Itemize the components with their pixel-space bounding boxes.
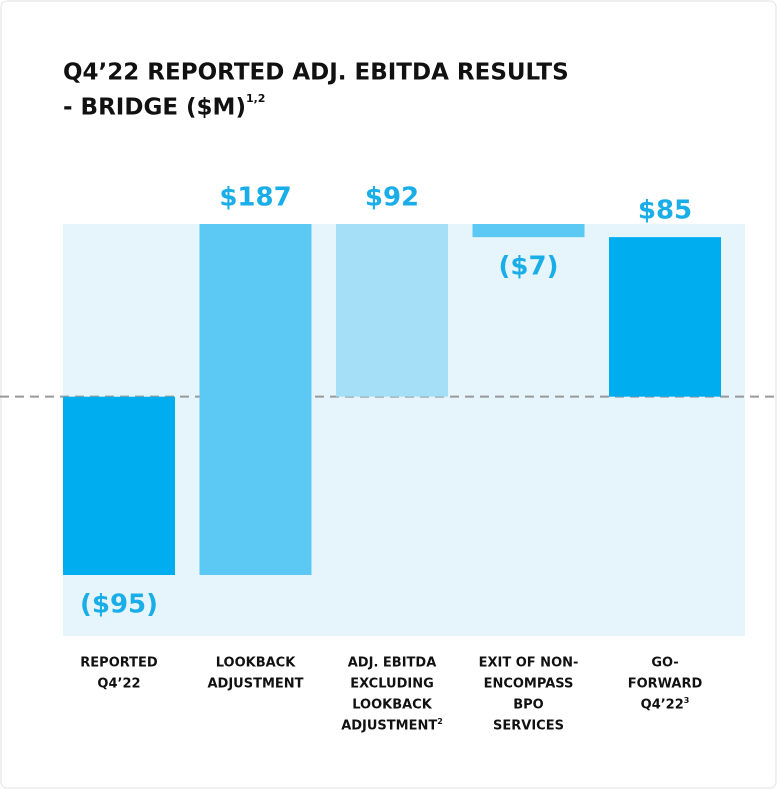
x-tick-label: ADJUSTMENT xyxy=(207,677,303,692)
x-tick-label: Q4’22 xyxy=(97,677,140,692)
x-tick-label: LOOKBACK xyxy=(216,656,297,671)
category-note: 3 xyxy=(684,696,690,705)
value-label: $85 xyxy=(638,196,692,226)
value-label: $187 xyxy=(219,183,291,213)
x-tick-label: EXIT OF NON- xyxy=(479,656,579,671)
bar xyxy=(472,224,585,238)
bar xyxy=(63,396,175,575)
bar xyxy=(199,224,312,575)
value-label: ($95) xyxy=(80,590,158,620)
x-tick-label: FORWARD xyxy=(628,677,703,692)
x-tick-label: EXCLUDING xyxy=(350,677,434,692)
bar xyxy=(609,237,721,397)
value-label: $92 xyxy=(365,183,419,213)
chart-title: - BRIDGE ($M)1,2 xyxy=(63,92,265,121)
x-tick-label: Q4’223 xyxy=(641,696,690,713)
value-label: ($7) xyxy=(499,252,559,282)
x-tick-label: LOOKBACK xyxy=(352,698,433,713)
chart-title: Q4’22 REPORTED ADJ. EBITDA RESULTS xyxy=(63,60,569,86)
category-note: 2 xyxy=(437,717,443,726)
x-tick-label: ENCOMPASS xyxy=(484,677,574,692)
x-tick-label: SERVICES xyxy=(493,719,564,734)
x-tick-label: GO- xyxy=(651,656,678,671)
x-tick-label: BPO xyxy=(513,698,544,713)
x-tick-label: ADJ. EBITDA xyxy=(348,656,437,671)
x-tick-label: ADJUSTMENT2 xyxy=(341,717,443,734)
bar xyxy=(336,224,448,397)
x-tick-label: REPORTED xyxy=(80,656,158,671)
title-note: 1,2 xyxy=(246,92,266,105)
